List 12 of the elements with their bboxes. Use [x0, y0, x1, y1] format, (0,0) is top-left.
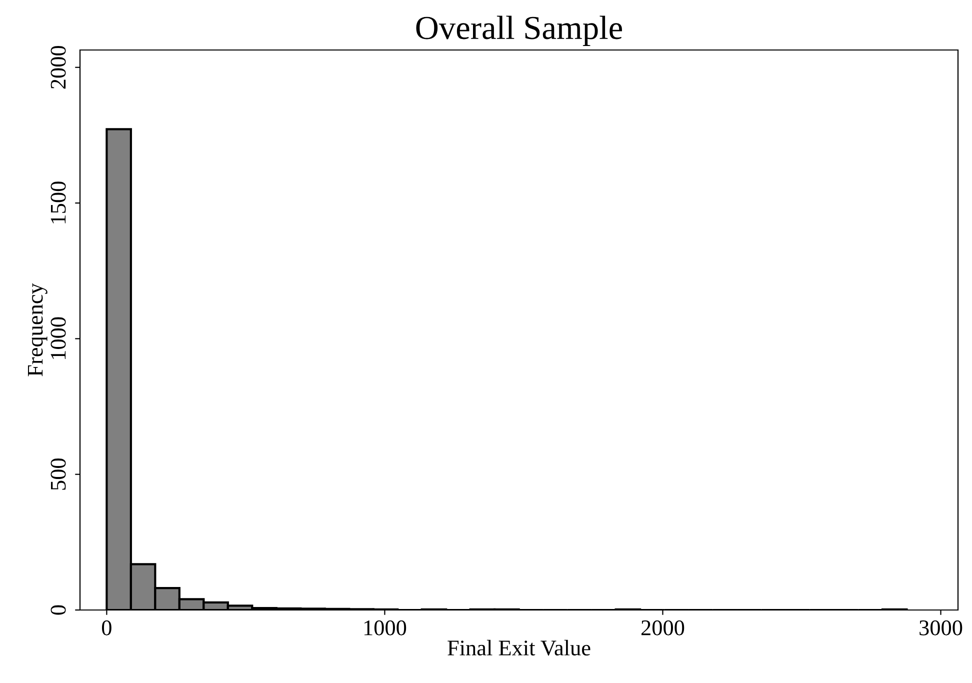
x-tick-label: 3000: [920, 620, 962, 636]
x-tick-label: 0: [102, 620, 112, 636]
x-axis-title: Final Exit Value: [448, 640, 590, 656]
y-tick-label: 1500: [50, 182, 66, 224]
y-axis-title: Frequency: [28, 283, 48, 376]
x-tick-label: 2000: [641, 620, 684, 636]
chart-title: Overall Sample: [416, 16, 622, 46]
y-tick-label: 500: [50, 458, 66, 490]
y-tick-label: 1000: [50, 317, 66, 359]
y-tick-label: 0: [50, 605, 66, 615]
y-tick-label: 2000: [50, 46, 66, 89]
x-tick-label: 1000: [364, 620, 406, 636]
